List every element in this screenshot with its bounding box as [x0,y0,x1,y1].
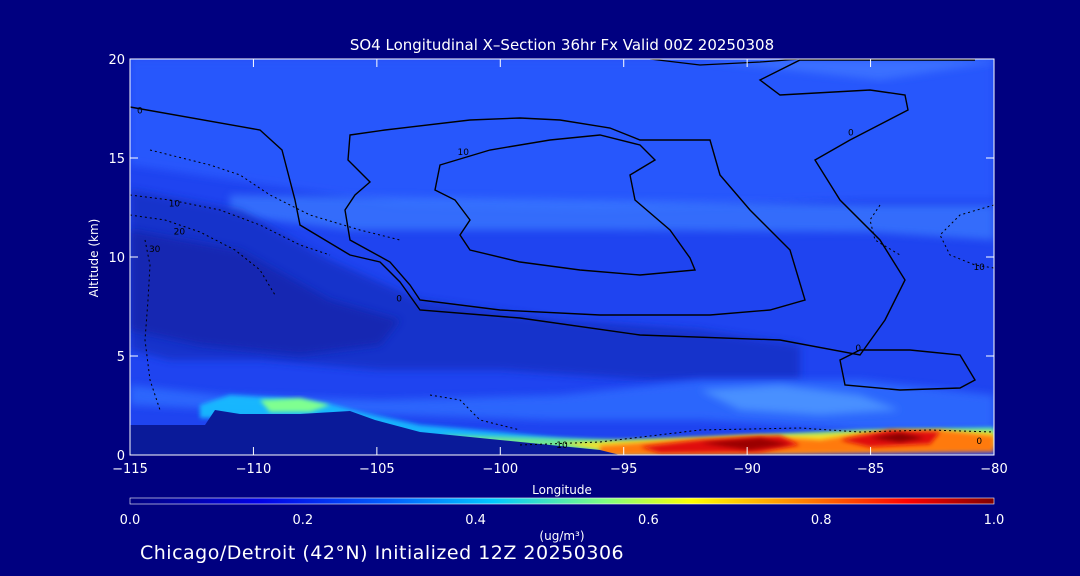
initialization-footer: Chicago/Detroit (42°N) Initialized 12Z 2… [140,542,625,564]
contour-labels: 0 10 0 10 20 30 0 10 0 0 10 [137,106,985,451]
contour-label: 20 [174,227,186,237]
contour-lines [130,59,994,446]
x-tick-label: −80 [980,462,1007,477]
x-axis: −115 −110 −105 −100 −95 −90 −85 −80 [112,59,1008,477]
colorbar-tick-label: 0.0 [120,513,141,528]
contour-label: 0 [396,295,402,305]
contour-label: 10 [169,200,181,210]
x-tick-label: −95 [610,462,637,477]
y-tick-label: 15 [108,152,125,167]
contour-label: 0 [855,344,861,354]
x-tick-label: −105 [359,462,395,477]
colorbar-ticks: 0.0 0.2 0.4 0.6 0.8 1.0 [120,513,1005,528]
y-tick-label: 5 [117,350,125,365]
contour-label: 30 [149,245,161,255]
terrain-mask [130,410,620,455]
x-tick-label: −85 [857,462,884,477]
contour-label: 10 [556,441,568,451]
colorbar-tick-label: 1.0 [984,513,1005,528]
contour-label: 0 [848,128,854,138]
contour-label: 10 [458,148,470,158]
chart-title: SO4 Longitudinal X–Section 36hr Fx Valid… [350,36,774,54]
colorbar-tick-label: 0.6 [638,513,659,528]
x-tick-label: −115 [112,462,148,477]
contour-label: 0 [976,437,982,447]
x-tick-label: −110 [236,462,272,477]
colorbar-tick-label: 0.4 [465,513,486,528]
y-axis: 0 5 10 15 20 [108,53,994,464]
y-tick-label: 20 [108,53,125,68]
concentration-field [130,59,994,455]
x-axis-label: Longitude [532,483,592,497]
x-tick-label: −100 [482,462,518,477]
y-tick-label: 0 [117,449,125,464]
contour-label: 10 [973,263,985,273]
contour-label: 0 [137,106,143,116]
y-axis-label: Altitude (km) [87,219,101,298]
colorbar-unit-label: (ug/m³) [539,529,584,543]
x-tick-label: −90 [733,462,760,477]
colorbar-tick-label: 0.8 [811,513,832,528]
colorbar [129,497,995,505]
colorbar-tick-label: 0.2 [292,513,313,528]
y-tick-label: 10 [108,251,125,266]
